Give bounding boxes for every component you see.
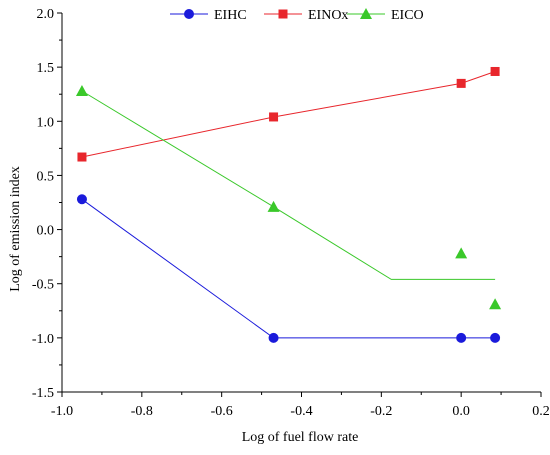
data-point-einox: [269, 112, 279, 122]
data-point-eihc: [456, 332, 467, 343]
data-point-einox: [456, 78, 466, 88]
data-point-eico: [455, 247, 468, 259]
series-lines: [81, 71, 496, 339]
y-tick-label: 1.5: [37, 61, 55, 76]
legend-marker-eico: [360, 8, 372, 19]
y-tick-label: -0.5: [32, 278, 54, 293]
legend-label-eihc: EIHC: [214, 8, 247, 23]
data-point-eihc: [76, 194, 87, 205]
legend-label-eico: EICO: [391, 8, 424, 23]
legend-label-einox: EINOx: [308, 8, 348, 23]
data-point-eico: [75, 84, 88, 96]
y-tick-label: -1.0: [32, 332, 54, 347]
data-point-einox: [490, 66, 500, 76]
data-point-einox: [77, 152, 87, 162]
legend-marker-einox: [278, 9, 288, 19]
y-tick-label: 2.0: [37, 7, 55, 22]
data-point-eico: [489, 298, 502, 310]
x-tick-label: -0.8: [131, 404, 153, 419]
axes: [61, 13, 541, 393]
y-tick-label: 0.0: [37, 224, 55, 239]
legend: EIHC EINOx EICO: [170, 8, 424, 23]
series-markers: [75, 66, 502, 343]
y-axis-ticks: -1.5 -1.0 -0.5 0.0 0.5 1.0 1.5 2.0: [32, 7, 62, 401]
series-line-einox: [81, 71, 496, 158]
data-point-eihc: [268, 332, 279, 343]
x-axis-label: Log of fuel flow rate: [242, 430, 359, 445]
y-tick-label: 0.5: [37, 169, 55, 184]
x-axis-ticks: -1.0 -0.8 -0.6 -0.4 -0.2 0.0 0.2: [51, 392, 550, 419]
data-point-eico: [267, 200, 280, 212]
x-tick-label: 0.2: [532, 404, 550, 419]
x-tick-label: -0.4: [290, 404, 312, 419]
y-axis-label: Log of emission index: [8, 166, 23, 292]
x-tick-label: -1.0: [51, 404, 73, 419]
x-tick-label: 0.0: [452, 404, 470, 419]
series-line-eico: [81, 90, 496, 280]
series-line-eihc: [81, 198, 496, 339]
legend-marker-eihc: [184, 9, 194, 19]
x-tick-label: -0.6: [211, 404, 233, 419]
data-point-eihc: [490, 332, 501, 343]
y-tick-label: -1.5: [32, 386, 54, 401]
y-tick-label: 1.0: [37, 115, 55, 130]
x-tick-label: -0.2: [370, 404, 392, 419]
